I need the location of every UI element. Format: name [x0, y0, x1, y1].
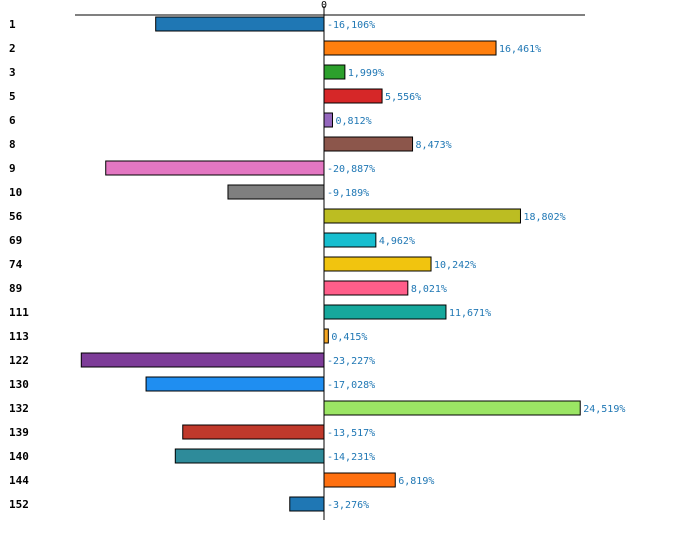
value-label: -9,189% [327, 188, 369, 199]
category-label: 132 [9, 402, 29, 415]
category-label: 2 [9, 42, 16, 55]
bar [323, 472, 396, 488]
value-label: -20,887% [327, 164, 375, 175]
category-label: 3 [9, 66, 16, 79]
category-label: 152 [9, 498, 29, 511]
bar [323, 112, 333, 128]
value-label: -16,106% [327, 20, 375, 31]
bar-rows: 1 -16,106% 2 16,461% 3 1,999% 5 5,556% 6 0,812% 8 8… [9, 16, 625, 512]
category-label: 10 [9, 186, 22, 199]
value-label: 8,473% [416, 140, 452, 151]
value-label: 1,999% [348, 68, 384, 79]
category-label: 74 [9, 258, 23, 271]
value-label: 0,415% [331, 332, 367, 343]
bar [155, 16, 325, 32]
category-label: 69 [9, 234, 22, 247]
category-label: 89 [9, 282, 22, 295]
bar [323, 88, 383, 104]
value-label: 8,021% [411, 284, 447, 295]
value-label: 10,242% [434, 260, 476, 271]
bar [323, 280, 409, 296]
value-label: 5,556% [385, 92, 421, 103]
bar [323, 64, 346, 80]
bar [323, 232, 377, 248]
category-label: 8 [9, 138, 16, 151]
value-label: 11,671% [449, 308, 491, 319]
category-label: 144 [9, 474, 29, 487]
bar [323, 400, 581, 416]
bar [174, 448, 325, 464]
value-label: -3,276% [327, 500, 369, 511]
value-label: -14,231% [327, 452, 375, 463]
bar [323, 256, 432, 272]
bar [323, 304, 447, 320]
value-label: 6,819% [398, 476, 434, 487]
category-label: 130 [9, 378, 29, 391]
category-label: 122 [9, 354, 29, 367]
value-label: 0,812% [335, 116, 371, 127]
zero-tick-label: 0 [321, 0, 327, 11]
bar [323, 40, 497, 56]
bar [145, 376, 325, 392]
bar [323, 136, 414, 152]
category-label: 1 [9, 18, 16, 31]
category-label: 140 [9, 450, 29, 463]
bar [105, 160, 325, 176]
category-label: 113 [9, 330, 29, 343]
category-label: 56 [9, 210, 23, 223]
category-label: 9 [9, 162, 16, 175]
category-label: 111 [9, 306, 29, 319]
value-label: 16,461% [499, 44, 541, 55]
value-label: -17,028% [327, 380, 375, 391]
value-label: -13,517% [327, 428, 375, 439]
value-label: 18,802% [523, 212, 565, 223]
value-label: -23,227% [327, 356, 375, 367]
value-label: 4,962% [379, 236, 415, 247]
bar [323, 208, 521, 224]
value-label: 24,519% [583, 404, 625, 415]
bar [289, 496, 325, 512]
bar [80, 352, 325, 368]
bar [323, 328, 329, 344]
category-label: 5 [9, 90, 16, 103]
bar [227, 184, 325, 200]
category-label: 139 [9, 426, 29, 439]
bar [182, 424, 325, 440]
category-label: 6 [9, 114, 16, 127]
